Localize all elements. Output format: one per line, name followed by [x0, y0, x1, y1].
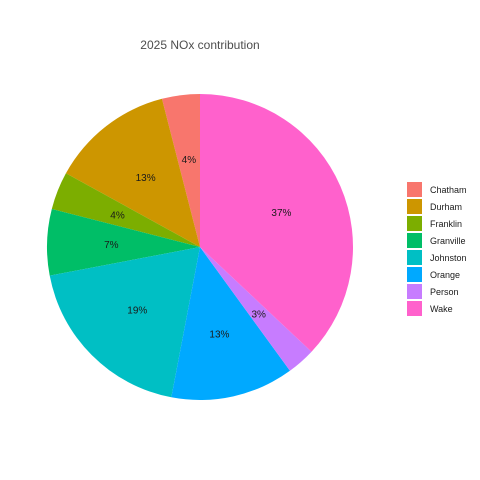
- chart-title: 2025 NOx contribution: [140, 38, 259, 52]
- slice-label-wake: 37%: [271, 208, 291, 219]
- slice-label-chatham: 4%: [182, 155, 197, 166]
- legend-key-person: [407, 284, 422, 299]
- legend-key-orange: [407, 267, 422, 282]
- legend-label-johnston: Johnston: [430, 253, 467, 263]
- pie-slice-granville: [47, 208, 201, 276]
- legend-key-durham: [407, 199, 422, 214]
- pie-slice-person: [200, 247, 312, 371]
- slice-label-orange: 13%: [209, 330, 229, 341]
- pie-slice-labels: 4% 13% 4% 7% 19% 13% 3% 37%: [104, 155, 291, 341]
- legend-label-granville: Granville: [430, 236, 466, 246]
- legend-label-chatham: Chatham: [430, 185, 467, 195]
- pie-slice-durham: [65, 98, 200, 247]
- pie-slice-franklin: [51, 173, 200, 247]
- legend-label-orange: Orange: [430, 270, 460, 280]
- legend: Chatham Durham Franklin Granville Johnston Or…: [407, 182, 467, 316]
- slice-label-granville: 7%: [104, 240, 119, 251]
- pie-slice-chatham: [161, 94, 200, 247]
- legend-key-granville: [407, 233, 422, 248]
- pie-slice-wake: [200, 94, 353, 352]
- pie-slices: [47, 94, 353, 400]
- pie-slice-orange: [171, 247, 290, 400]
- legend-key-franklin: [407, 216, 422, 231]
- slice-label-person: 3%: [251, 310, 266, 321]
- slice-label-durham: 13%: [136, 173, 156, 184]
- legend-label-durham: Durham: [430, 202, 462, 212]
- legend-key-chatham: [407, 182, 422, 197]
- legend-label-franklin: Franklin: [430, 219, 462, 229]
- slice-label-franklin: 4%: [110, 210, 125, 221]
- legend-key-johnston: [407, 250, 422, 265]
- legend-label-wake: Wake: [430, 304, 453, 314]
- slice-label-johnston: 19%: [127, 306, 147, 317]
- legend-label-person: Person: [430, 287, 459, 297]
- legend-key-wake: [407, 301, 422, 316]
- pie-slice-johnston: [49, 247, 200, 398]
